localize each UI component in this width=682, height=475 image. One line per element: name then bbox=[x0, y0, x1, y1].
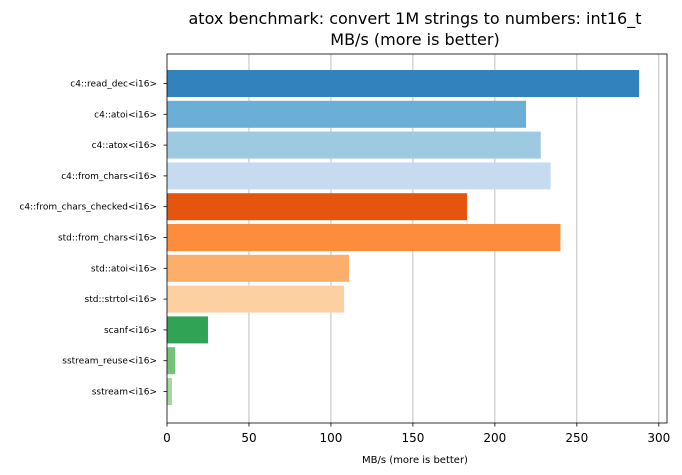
bar bbox=[167, 347, 176, 375]
y-tick-label: scanf<i16> bbox=[104, 326, 157, 336]
x-tick-label: 100 bbox=[319, 431, 342, 445]
axes-group bbox=[166, 53, 668, 424]
x-tick-labels: 0 50 100 150 200 250 300 bbox=[163, 423, 670, 445]
bar bbox=[167, 316, 208, 344]
bar bbox=[167, 131, 541, 159]
y-tick-label: std::atoi<i16> bbox=[91, 264, 157, 274]
y-tick-label: c4::read_dec<i16> bbox=[70, 80, 157, 90]
y-tick-label: std::strtol<i16> bbox=[85, 295, 157, 305]
bars-group bbox=[167, 70, 640, 405]
bar bbox=[167, 378, 172, 405]
y-tick-label: c4::atoi<i16> bbox=[94, 110, 157, 120]
bar bbox=[167, 70, 640, 97]
y-tick-label: std::from_chars<i16> bbox=[58, 234, 157, 244]
x-tick-label: 150 bbox=[401, 431, 424, 445]
bar bbox=[167, 224, 561, 251]
x-tick-label: 250 bbox=[565, 431, 588, 445]
y-tick-labels: c4::read_dec<i16>c4::atoi<i16>c4::atox<i… bbox=[19, 80, 167, 398]
y-tick-label: c4::from_chars_checked<i16> bbox=[19, 203, 157, 213]
x-tick-label: 300 bbox=[647, 431, 670, 445]
x-axis-label: MB/s (more is better) bbox=[362, 455, 468, 466]
x-tick-label: 0 bbox=[163, 431, 171, 445]
x-tick-label: 50 bbox=[241, 431, 256, 445]
bar bbox=[167, 285, 345, 313]
bar bbox=[167, 193, 467, 221]
y-tick-label: c4::from_chars<i16> bbox=[61, 172, 157, 182]
y-tick-label: c4::atox<i16> bbox=[92, 141, 157, 151]
bar bbox=[167, 162, 551, 190]
x-tick-label: 200 bbox=[483, 431, 506, 445]
chart-title: atox benchmark: convert 1M strings to nu… bbox=[188, 9, 641, 29]
plot-frame bbox=[166, 53, 668, 424]
y-tick-label: sstream_reuse<i16> bbox=[62, 357, 157, 367]
chart-subtitle: MB/s (more is better) bbox=[330, 30, 499, 49]
bar bbox=[167, 100, 527, 128]
y-tick-label: sstream<i16> bbox=[92, 388, 157, 398]
bar bbox=[167, 254, 349, 282]
